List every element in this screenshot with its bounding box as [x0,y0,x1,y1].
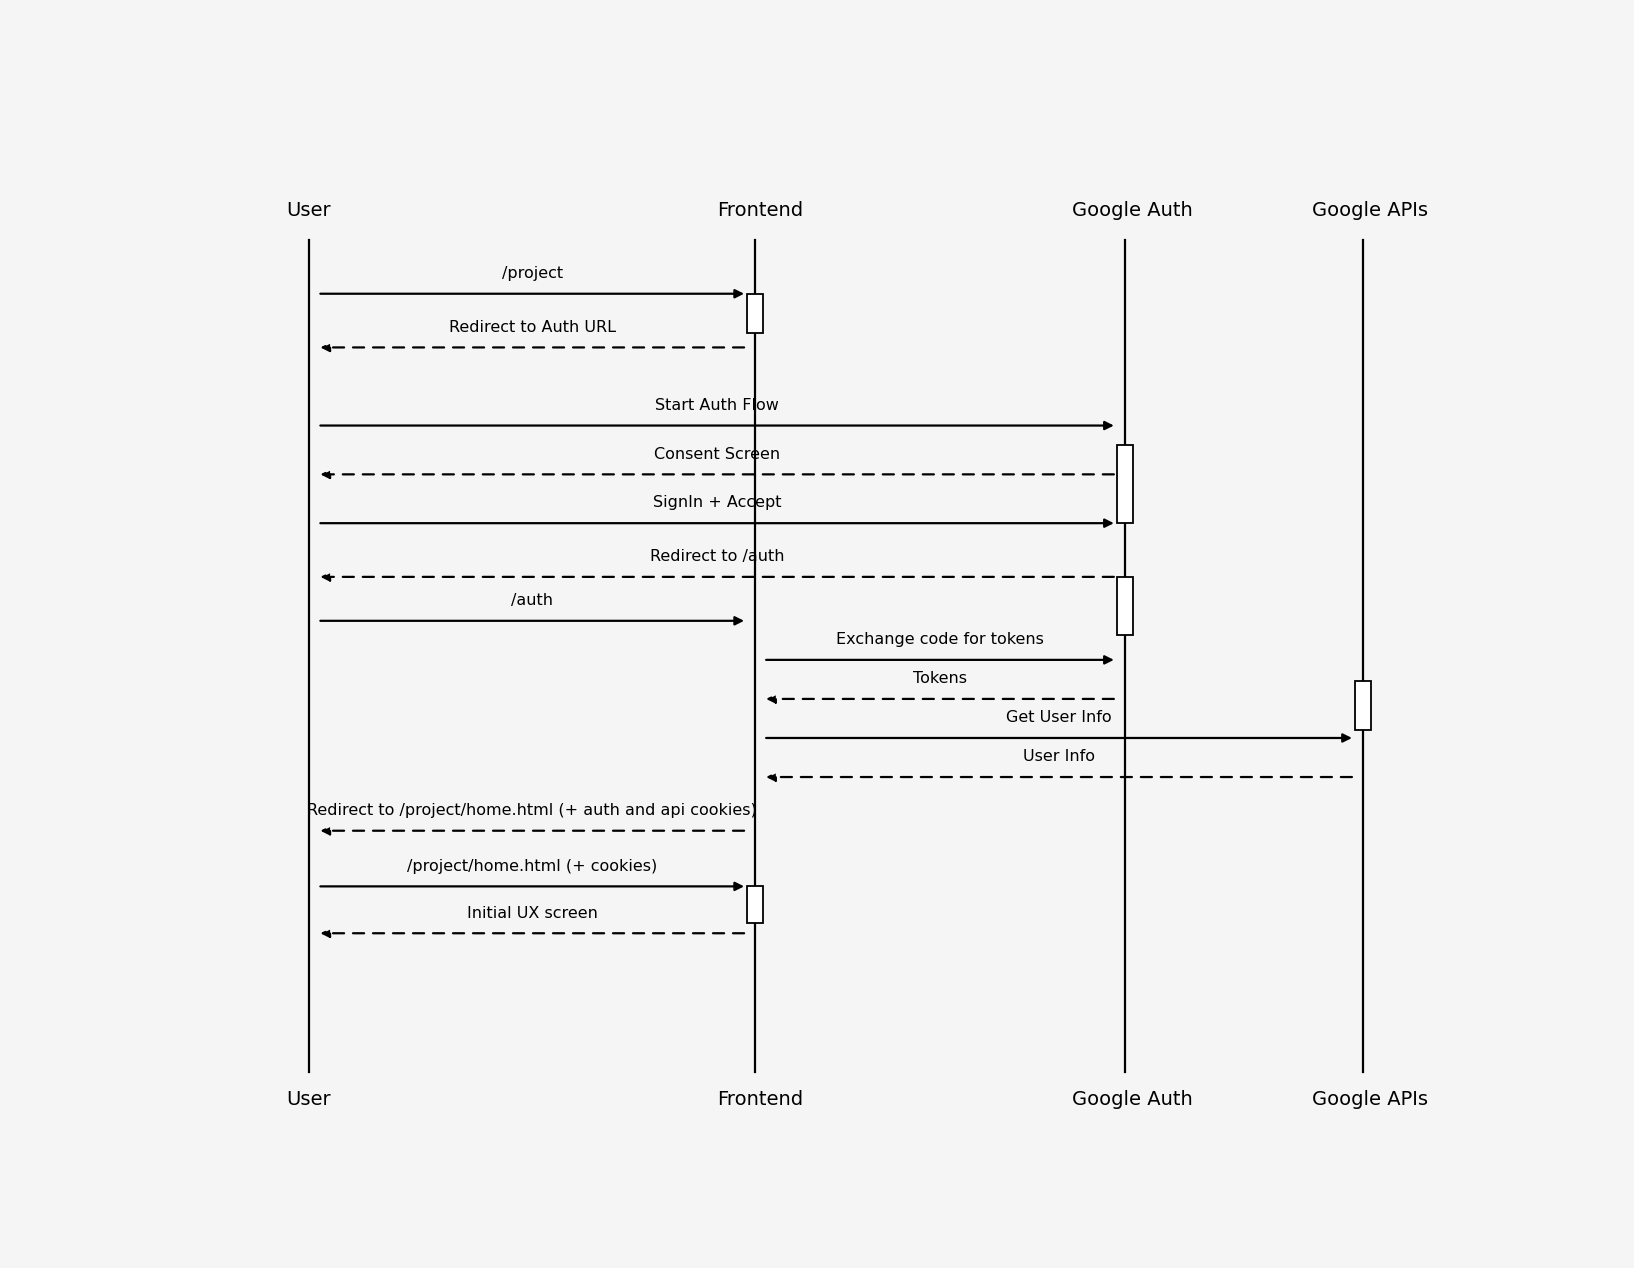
Text: /project/home.html (+ cookies): /project/home.html (+ cookies) [407,858,657,874]
Text: Google Auth: Google Auth [1072,202,1193,221]
Text: User: User [286,1089,332,1108]
Bar [747,886,763,923]
Text: Exchange code for tokens: Exchange code for tokens [837,633,1044,647]
Text: Frontend: Frontend [717,202,804,221]
Text: Redirect to Auth URL: Redirect to Auth URL [449,320,616,335]
Text: Redirect to /project/home.html (+ auth and api cookies): Redirect to /project/home.html (+ auth a… [307,803,757,818]
Text: User Info: User Info [1023,749,1095,765]
Text: /project: /project [502,266,562,281]
Text: Initial UX screen: Initial UX screen [467,905,598,921]
Text: Frontend: Frontend [717,1089,804,1108]
Text: Get User Info: Get User Info [1007,710,1111,725]
Text: Redirect to /auth: Redirect to /auth [650,549,784,564]
Bar [1355,681,1371,730]
Text: Google APIs: Google APIs [1312,202,1428,221]
Bar [747,294,763,332]
Text: Start Auth Flow: Start Auth Flow [655,398,779,413]
Bar [1116,577,1132,635]
Text: Consent Screen: Consent Screen [654,446,779,462]
Text: Tokens: Tokens [913,671,967,686]
Text: Google Auth: Google Auth [1072,1089,1193,1108]
Text: SignIn + Accept: SignIn + Accept [654,496,781,511]
Text: Google APIs: Google APIs [1312,1089,1428,1108]
Text: /auth: /auth [511,593,554,609]
Text: User: User [286,202,332,221]
Bar [1116,445,1132,524]
